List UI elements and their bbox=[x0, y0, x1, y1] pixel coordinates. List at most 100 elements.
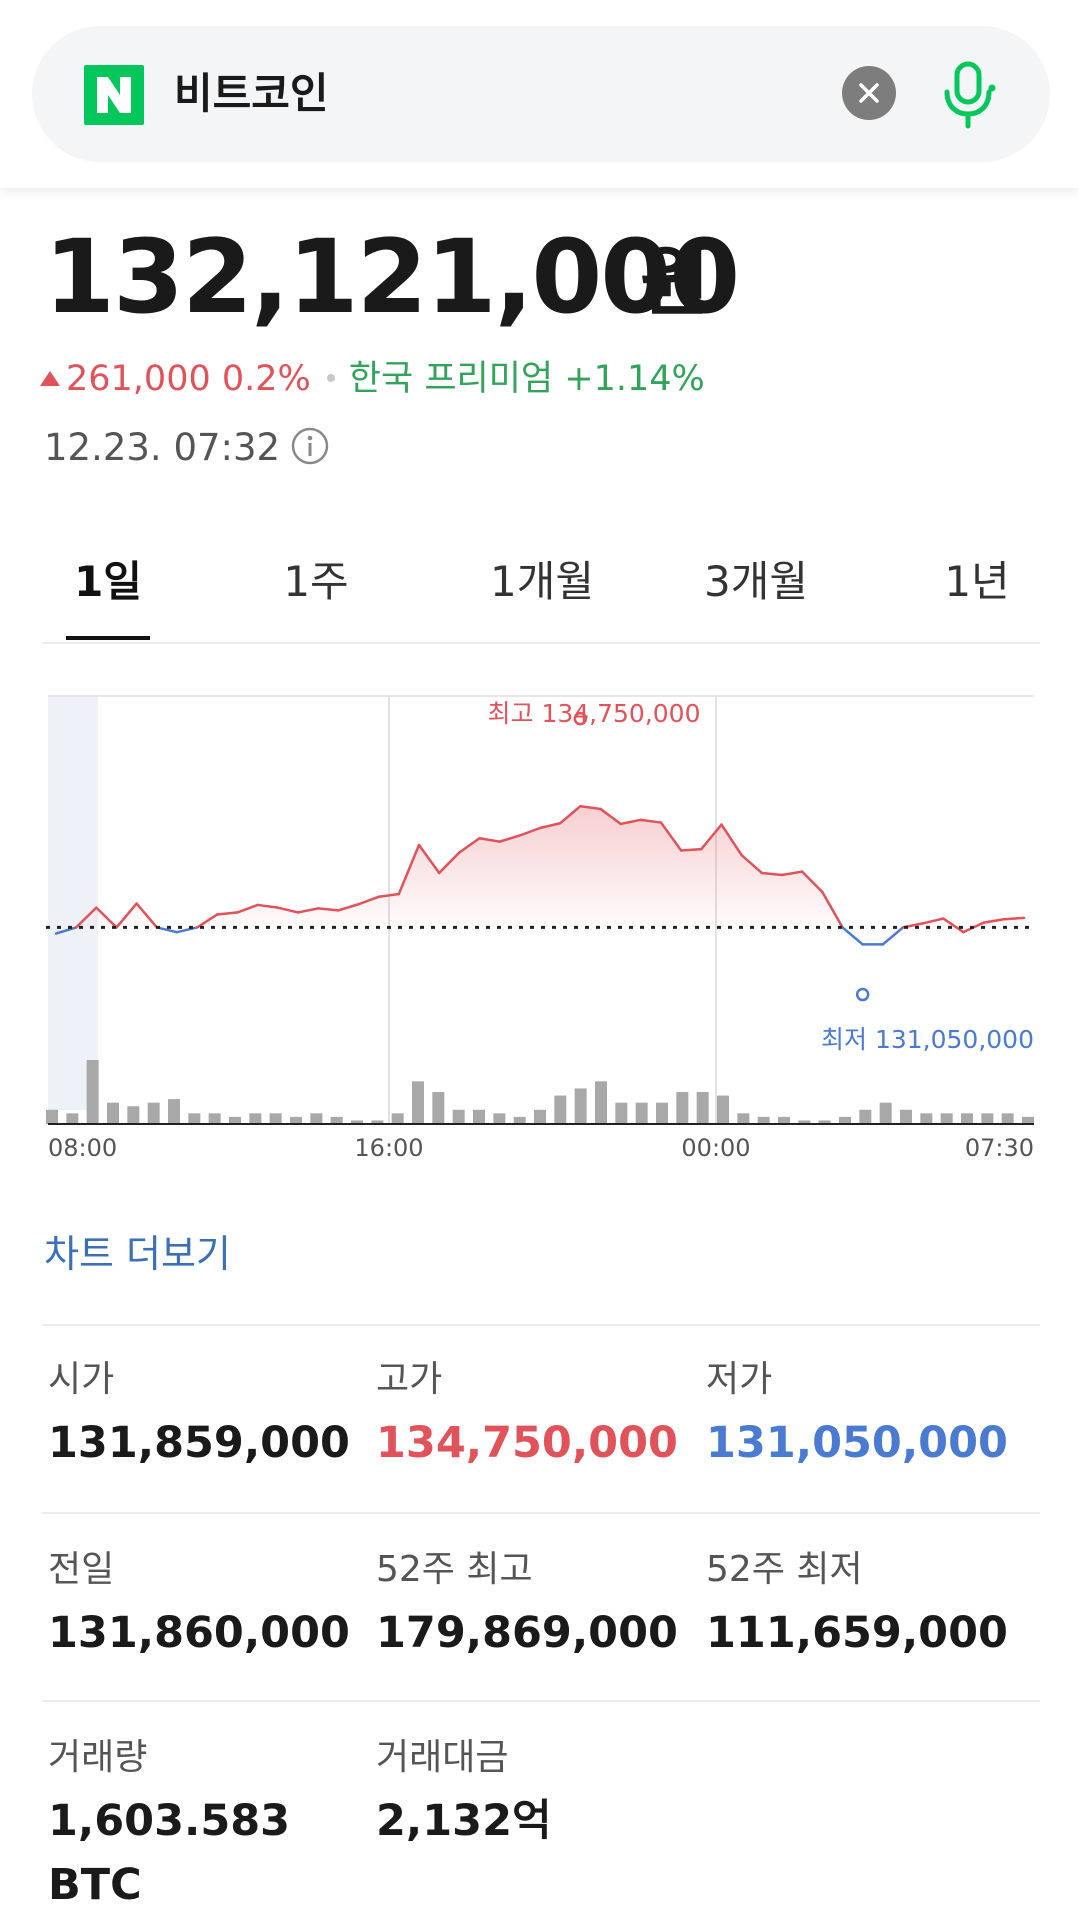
price-line-segment bbox=[74, 906, 98, 929]
x-tick-0730: 07:30 bbox=[965, 1134, 1034, 1162]
volume-bar bbox=[391, 1113, 404, 1124]
volume-bar bbox=[534, 1109, 546, 1124]
volume-bar bbox=[717, 1095, 729, 1124]
stat-turnover-value: 2,132억 bbox=[376, 1796, 552, 1846]
stat-52w-low-label: 52주 최저 bbox=[706, 1549, 863, 1590]
volume-bar bbox=[371, 1120, 384, 1124]
stat-52w-low-value: 111,659,000 bbox=[706, 1608, 1008, 1658]
stat-low-label: 저가 bbox=[706, 1359, 773, 1400]
price-line-segment bbox=[579, 804, 602, 811]
volume-bar bbox=[127, 1106, 140, 1124]
price-line-segment bbox=[881, 926, 905, 946]
price-line-segment bbox=[700, 823, 723, 851]
price-line-segment bbox=[135, 902, 159, 929]
search-bar[interactable]: 비트코인 bbox=[32, 26, 1050, 162]
volume-bar bbox=[737, 1113, 750, 1124]
tab-3-months[interactable]: 3개월 bbox=[703, 557, 808, 606]
tab-1-month[interactable]: 1개월 bbox=[489, 557, 594, 606]
volume-bars bbox=[46, 1060, 1034, 1124]
volume-bar bbox=[879, 1102, 892, 1124]
volume-bar bbox=[900, 1109, 912, 1124]
stat-high-label: 고가 bbox=[376, 1359, 443, 1400]
high-marker bbox=[573, 711, 588, 726]
price-line-segment bbox=[155, 926, 179, 934]
info-icon[interactable] bbox=[290, 426, 330, 466]
price-line-segment bbox=[437, 851, 461, 875]
search-header: 비트코인 bbox=[0, 0, 1079, 188]
korea-premium-label: 한국 프리미엄 bbox=[348, 359, 554, 399]
volume-bar bbox=[412, 1081, 424, 1124]
search-input[interactable]: 비트코인 bbox=[174, 69, 329, 118]
volume-bar bbox=[1001, 1113, 1014, 1124]
price-line-segment bbox=[337, 903, 360, 912]
volume-bar bbox=[269, 1113, 282, 1124]
low-marker bbox=[855, 987, 870, 1002]
price-area bbox=[56, 806, 1024, 928]
stat-turnover-label: 거래대금 bbox=[376, 1737, 509, 1778]
price-line-segment bbox=[1002, 916, 1026, 921]
price-line-segment bbox=[276, 906, 300, 914]
x-tick-0000: 00:00 bbox=[681, 1134, 750, 1162]
volume-bar bbox=[188, 1113, 201, 1124]
price-line-segment bbox=[982, 917, 1006, 924]
stat-high-value: 134,750,000 bbox=[376, 1418, 678, 1468]
volume-bar bbox=[330, 1116, 343, 1124]
tab-1-week[interactable]: 1주 bbox=[283, 557, 349, 606]
stat-volume-unit: BTC bbox=[48, 1860, 142, 1910]
price-line-segment bbox=[760, 871, 784, 877]
price-line-segment bbox=[659, 821, 683, 852]
price-line-segment bbox=[538, 821, 562, 830]
period-tabs: 1일 1주 1개월 3개월 1년 bbox=[42, 540, 1040, 644]
price-timestamp: 12.23. 07:32 bbox=[44, 426, 281, 469]
price-line-segment bbox=[236, 903, 259, 914]
x-tick-1600: 16:00 bbox=[354, 1134, 423, 1162]
volume-bar bbox=[208, 1113, 221, 1124]
stat-open-value: 131,859,000 bbox=[48, 1418, 350, 1468]
microphone-icon[interactable] bbox=[938, 58, 998, 130]
volume-bar bbox=[1022, 1116, 1034, 1124]
price-line-segment bbox=[357, 895, 380, 906]
price-line-segment bbox=[478, 836, 501, 843]
volume-bar bbox=[778, 1116, 790, 1124]
volume-bar bbox=[107, 1102, 119, 1124]
stats-divider-top bbox=[42, 1324, 1040, 1326]
stats-divider-mid bbox=[42, 1512, 1040, 1514]
low-label: 최저 131,050,000 bbox=[821, 1025, 1034, 1054]
tab-1-day[interactable]: 1일 bbox=[74, 557, 142, 606]
price-chart[interactable]: 최고 134,750,000 최저 131,050,000 08:00 16:0… bbox=[0, 680, 1079, 1180]
chart-more-link[interactable]: 차트 더보기 bbox=[44, 1232, 231, 1276]
volume-bar bbox=[310, 1113, 323, 1124]
change-percent: 0.2% bbox=[221, 359, 311, 399]
volume-bar bbox=[66, 1113, 79, 1124]
volume-bar bbox=[656, 1102, 668, 1124]
stat-volume-label: 거래량 bbox=[48, 1737, 148, 1778]
price-line-segment bbox=[518, 826, 542, 837]
high-label: 최고 134,750,000 bbox=[488, 699, 701, 728]
price-line-segment bbox=[296, 907, 320, 914]
price-line-segment bbox=[458, 836, 481, 854]
price-line-segment bbox=[841, 926, 864, 946]
price-line-segment bbox=[921, 917, 945, 925]
volume-bar bbox=[981, 1113, 994, 1124]
volume-bar bbox=[554, 1095, 567, 1124]
price-line-segment bbox=[95, 906, 118, 929]
volume-bar bbox=[696, 1092, 709, 1124]
price-line-segment bbox=[800, 870, 824, 894]
volume-bar bbox=[168, 1099, 180, 1124]
stat-volume-value: 1,603.583 bbox=[48, 1796, 291, 1846]
price-line-segment bbox=[115, 902, 138, 929]
clear-search-button[interactable] bbox=[842, 66, 896, 120]
price-line-segment bbox=[54, 926, 78, 935]
stat-prev-close-value: 131,860,000 bbox=[48, 1608, 350, 1658]
volume-bar bbox=[798, 1120, 811, 1124]
volume-bar bbox=[513, 1116, 526, 1124]
volume-bar bbox=[676, 1092, 689, 1124]
price-line-segment bbox=[216, 911, 239, 916]
tab-1-year[interactable]: 1년 bbox=[944, 557, 1010, 606]
volume-bar bbox=[757, 1116, 770, 1124]
pre-market-shade bbox=[48, 696, 98, 1110]
price-line bbox=[54, 804, 1026, 946]
x-tick-0800: 08:00 bbox=[48, 1134, 117, 1162]
current-price: 132,121,000 bbox=[44, 218, 740, 337]
volume-bar bbox=[473, 1109, 485, 1124]
